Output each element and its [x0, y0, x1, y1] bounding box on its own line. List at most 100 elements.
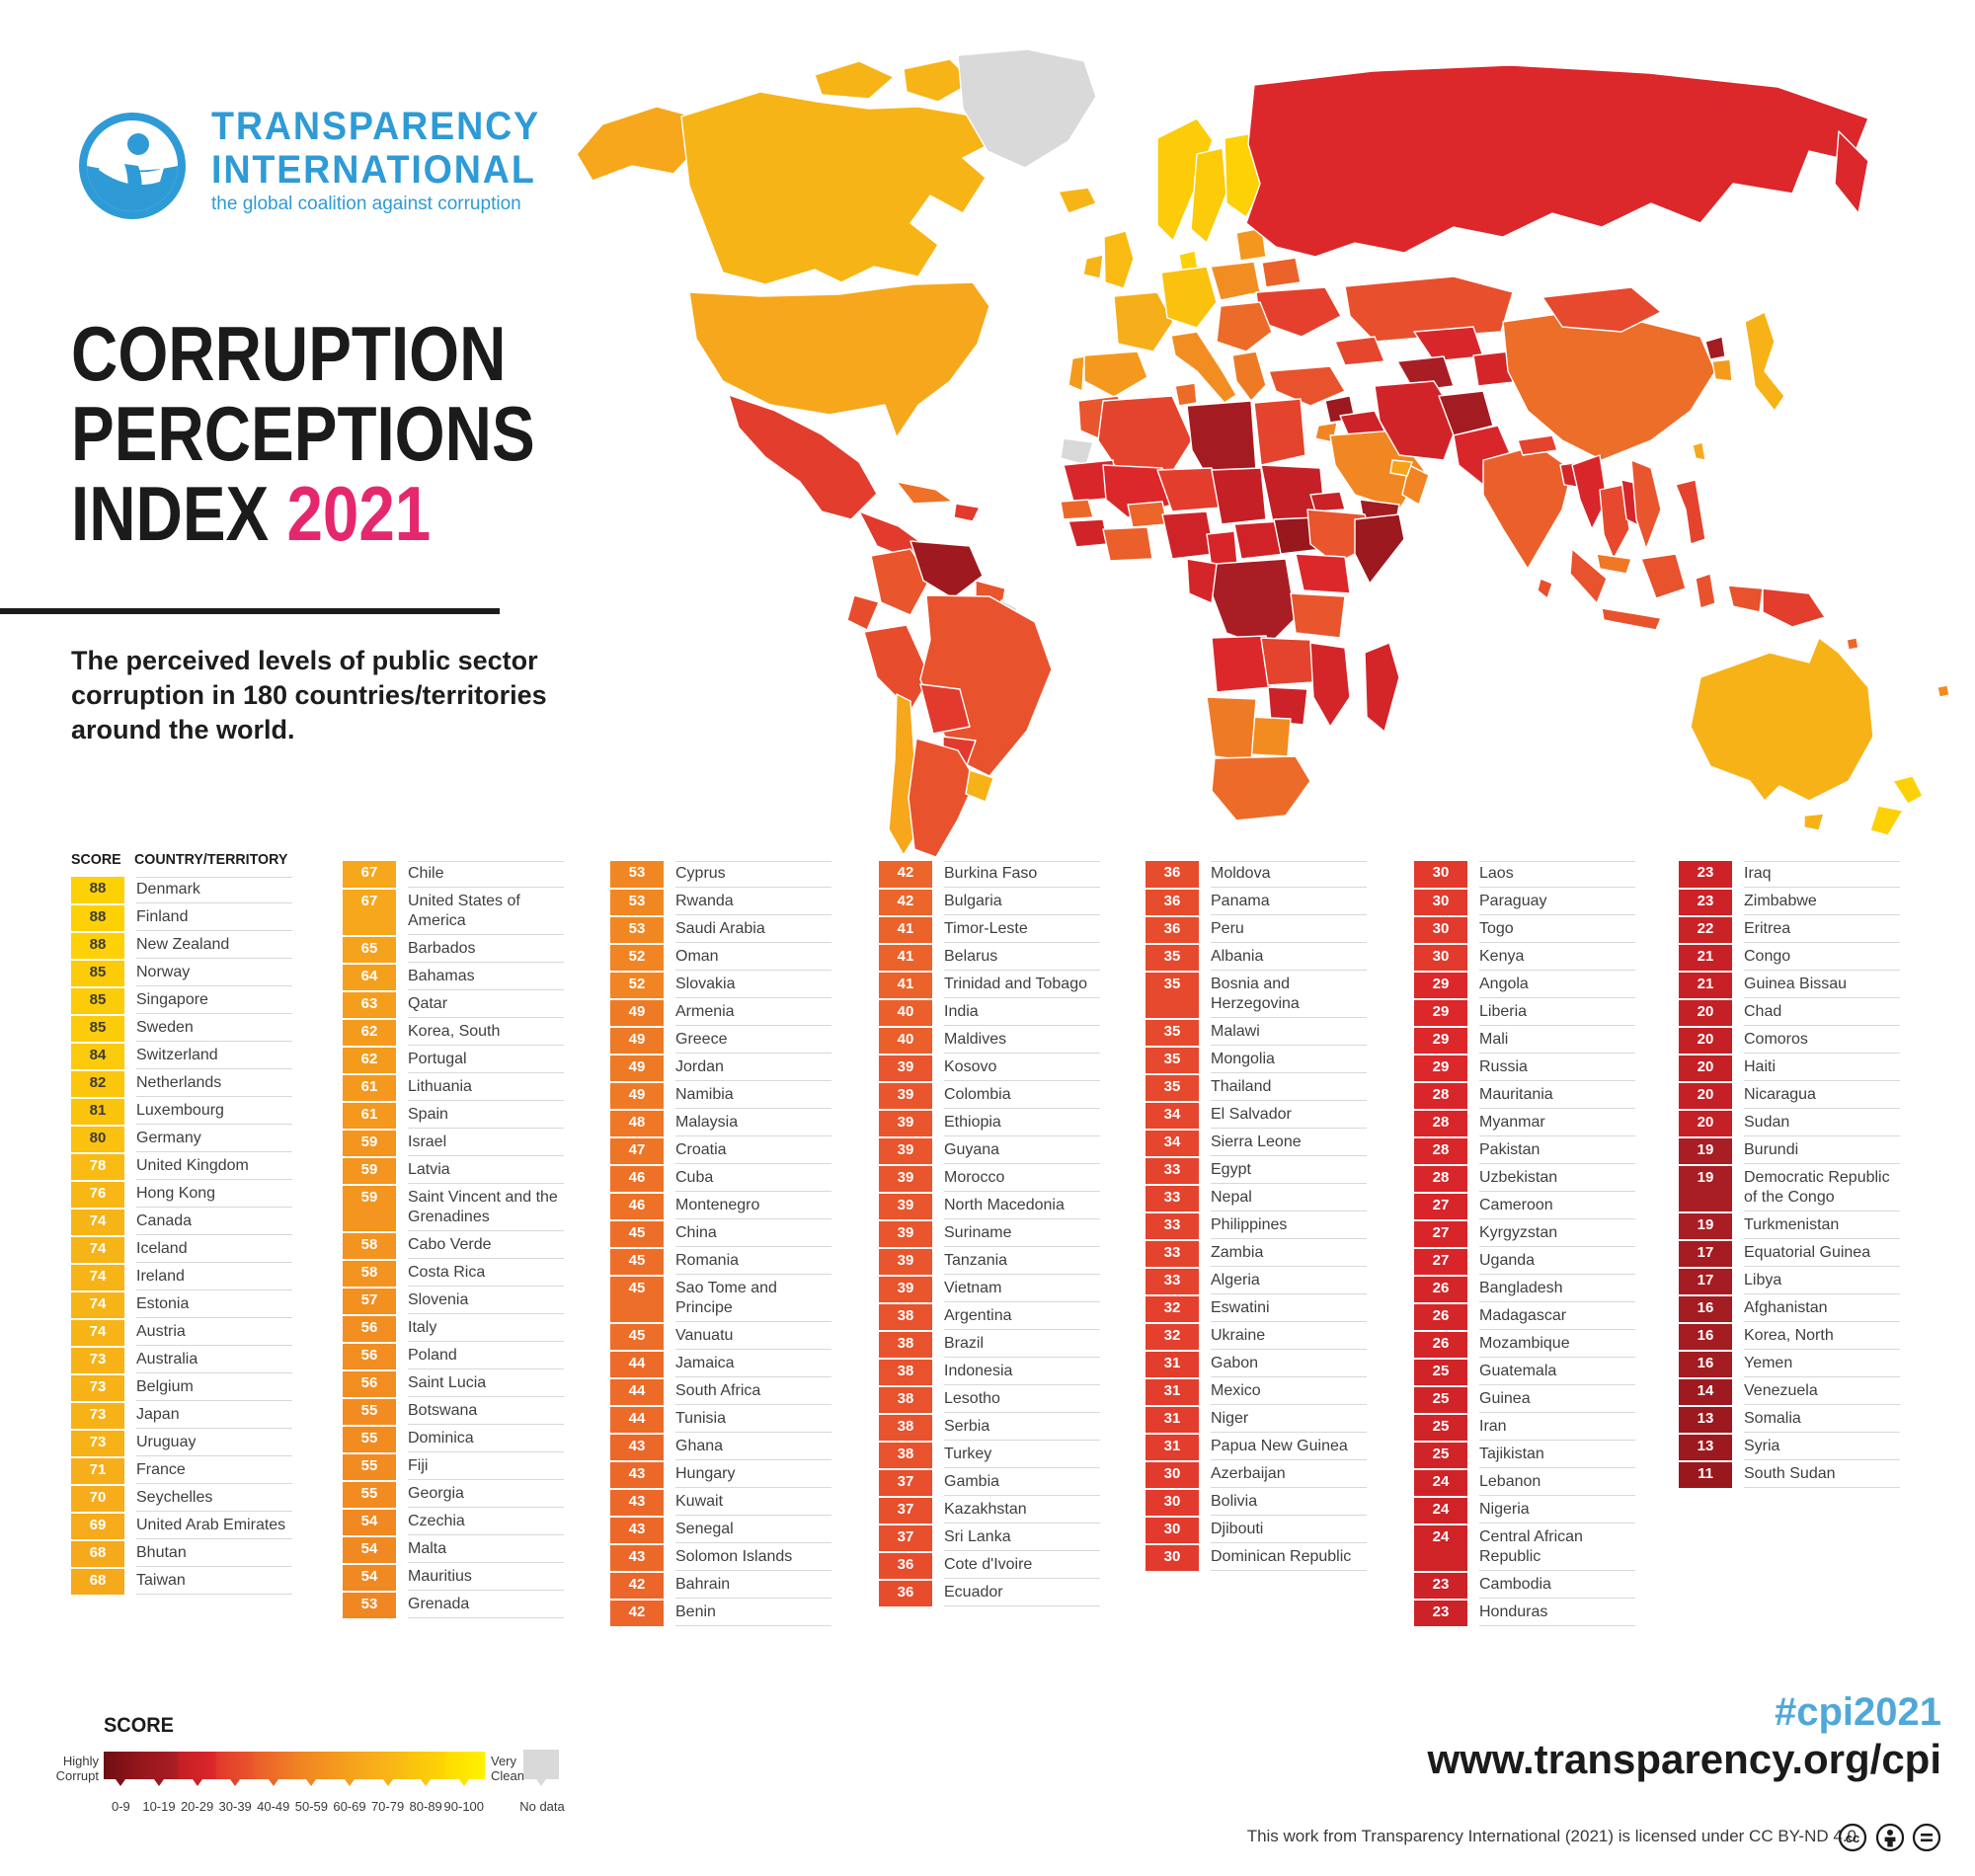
score-chip: 27: [1414, 1249, 1467, 1275]
table-row: 73 Australia: [71, 1348, 292, 1373]
website-url[interactable]: www.transparency.org/cpi: [1427, 1736, 1941, 1782]
map-region-west-papua: [1727, 585, 1764, 613]
score-chip: 88: [71, 905, 124, 931]
score-chip: 35: [1146, 1048, 1199, 1073]
map-region-cuba: [896, 481, 954, 505]
table-row: 28 Mauritania: [1414, 1083, 1635, 1109]
map-region-solomon: [1846, 637, 1859, 651]
table-header: SCORE COUNTRY/TERRITORY: [71, 851, 287, 868]
legend-title: SCORE: [104, 1714, 174, 1737]
score-chip: 13: [1679, 1407, 1732, 1433]
map-region-uk: [1103, 230, 1135, 289]
score-chip: 36: [1146, 917, 1199, 943]
legend-no-data-triangle: [536, 1779, 546, 1786]
country-name: Spain: [408, 1103, 564, 1129]
score-chip: 38: [879, 1332, 932, 1358]
table-row: 41 Belarus: [879, 945, 1100, 971]
table-row: 43 Ghana: [610, 1435, 831, 1460]
country-name: Israel: [408, 1131, 564, 1156]
score-chip: 74: [71, 1265, 124, 1290]
table-row: 49 Jordan: [610, 1055, 831, 1081]
map-region-norway: [1156, 117, 1214, 242]
score-chip: 20: [1679, 1000, 1732, 1026]
table-row: 41 Timor-Leste: [879, 917, 1100, 943]
country-name: Eswatini: [1211, 1296, 1367, 1322]
score-chip: 38: [879, 1443, 932, 1468]
score-chip: 39: [879, 1277, 932, 1302]
title-year: 2021: [286, 470, 432, 557]
map-region-mozambique: [1309, 642, 1351, 728]
country-name: Maldives: [944, 1028, 1100, 1054]
table-column-2: 67 Chile 67 United States of America 65 Barba…: [343, 861, 564, 1620]
table-row: 19 Turkmenistan: [1679, 1213, 1900, 1239]
score-chip: 33: [1146, 1269, 1199, 1294]
table-row: 54 Czechia: [343, 1510, 564, 1535]
map-region-mongolia: [1541, 286, 1662, 333]
map-region-argentina: [908, 738, 977, 858]
legend-tick-triangle: [116, 1779, 126, 1786]
cc-icon: cc: [1838, 1823, 1867, 1852]
table-row: 29 Liberia: [1414, 1000, 1635, 1026]
table-row: 61 Lithuania: [343, 1075, 564, 1101]
score-chip: 47: [610, 1138, 664, 1164]
country-name: Japan: [136, 1403, 292, 1429]
map-region-canada: [680, 91, 996, 285]
score-chip: 23: [1679, 861, 1732, 888]
country-name: Guyana: [944, 1138, 1100, 1164]
score-chip: 25: [1414, 1415, 1467, 1441]
country-name: Philippines: [1211, 1213, 1367, 1239]
table-row: 20 Chad: [1679, 1000, 1900, 1026]
title-divider: [0, 608, 500, 614]
table-row: 30 Djibouti: [1146, 1518, 1367, 1543]
country-name: Armenia: [675, 1000, 831, 1026]
map-region-egypt: [1253, 398, 1306, 466]
country-name: Serbia: [944, 1415, 1100, 1441]
table-row: 74 Austria: [71, 1320, 292, 1346]
country-name: Luxembourg: [136, 1099, 292, 1125]
country-name: Namibia: [675, 1083, 831, 1109]
title-line-3: INDEX 2021: [71, 474, 535, 554]
score-chip: 32: [1146, 1296, 1199, 1322]
score-chip: 24: [1414, 1525, 1467, 1571]
table-row: 47 Croatia: [610, 1138, 831, 1164]
map-region-kenya-uganda: [1295, 553, 1351, 594]
score-chip: 36: [879, 1581, 932, 1606]
country-name: Belgium: [136, 1375, 292, 1401]
map-region-somalia: [1354, 513, 1405, 585]
score-chip: 49: [610, 1028, 664, 1054]
country-name: Qatar: [408, 992, 564, 1018]
score-chip: 29: [1414, 973, 1467, 998]
score-chip: 59: [343, 1131, 396, 1156]
score-chip: 27: [1414, 1221, 1467, 1247]
map-region-turkey: [1268, 365, 1346, 407]
table-column-3: 53 Cyprus 53 Rwanda 53 Saudi Arabia 52 Oman 52 Sl…: [610, 861, 831, 1628]
country-name: Mauritius: [408, 1565, 564, 1591]
map-region-japan: [1744, 311, 1785, 412]
map-region-ireland: [1082, 254, 1104, 279]
table-row: 41 Trinidad and Tobago: [879, 973, 1100, 998]
country-name: Dominica: [408, 1427, 564, 1452]
country-name: Romania: [675, 1249, 831, 1275]
country-name: Cote d'Ivoire: [944, 1553, 1100, 1579]
country-name: Papua New Guinea: [1211, 1435, 1367, 1460]
legend-right-label: Very Clean: [491, 1754, 524, 1783]
score-chip: 16: [1679, 1352, 1732, 1377]
score-chip: 26: [1414, 1277, 1467, 1302]
country-name: Nicaragua: [1744, 1083, 1900, 1109]
table-row: 26 Madagascar: [1414, 1304, 1635, 1330]
table-row: 34 Sierra Leone: [1146, 1131, 1367, 1156]
country-name: Indonesia: [944, 1360, 1100, 1385]
legend-range-label: 50-59: [294, 1799, 328, 1814]
table-row: 55 Dominica: [343, 1427, 564, 1452]
legend-left-label: Highly Corrupt: [55, 1754, 99, 1783]
country-name: France: [136, 1458, 292, 1484]
map-region-alaska: [576, 106, 700, 182]
table-row: 36 Ecuador: [879, 1581, 1100, 1606]
score-chip: 85: [71, 961, 124, 986]
map-region-uruguay: [965, 769, 994, 803]
map-region-sri-lanka: [1537, 578, 1553, 599]
map-region-guinea: [1067, 518, 1109, 548]
score-chip: 56: [343, 1316, 396, 1342]
table-row: 31 Niger: [1146, 1407, 1367, 1433]
legend-range-label: 20-29: [180, 1799, 214, 1814]
